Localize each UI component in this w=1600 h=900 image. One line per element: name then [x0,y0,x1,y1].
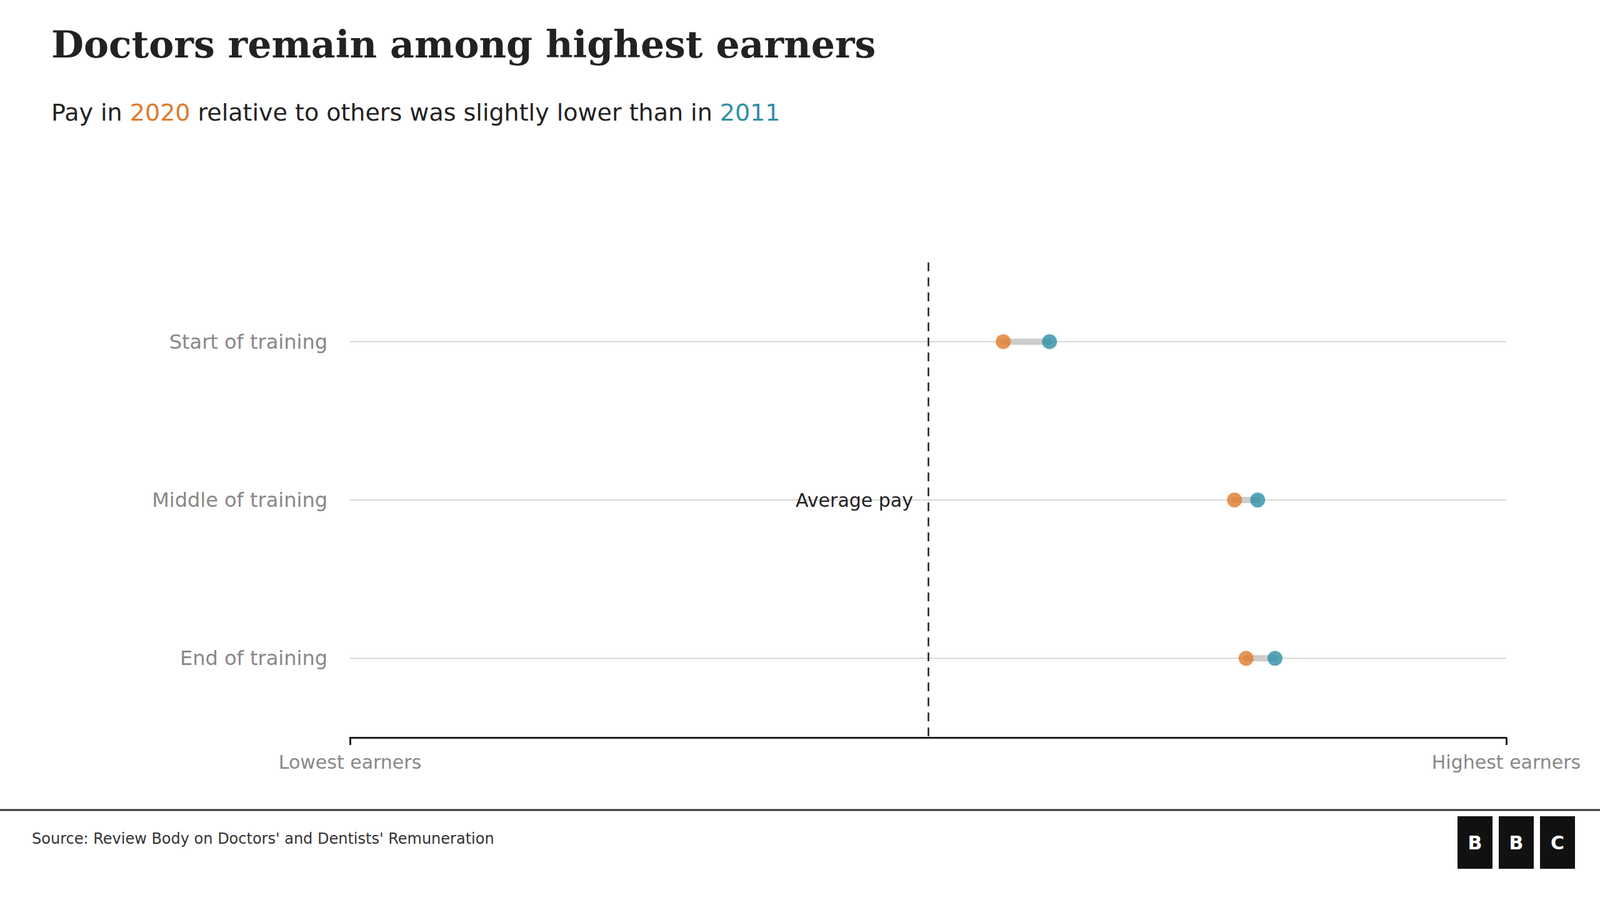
svg-text:B: B [1509,831,1524,854]
svg-text:C: C [1550,831,1565,854]
svg-text:2020: 2020 [130,98,191,127]
svg-text:Lowest earners: Lowest earners [278,751,422,774]
svg-text:End of training: End of training [180,646,328,670]
svg-text:Start of training: Start of training [169,330,328,354]
svg-text:Middle of training: Middle of training [151,488,328,512]
svg-text:Average pay: Average pay [795,489,914,512]
svg-text:Highest earners: Highest earners [1431,751,1581,774]
svg-text:Pay in: Pay in [51,98,130,127]
svg-text:Doctors remain among highest e: Doctors remain among highest earners [51,22,876,67]
svg-text:B: B [1468,831,1483,854]
svg-text:Source: Review Body on Doctors: Source: Review Body on Doctors' and Dent… [31,830,495,848]
svg-text:relative to others was slightl: relative to others was slightly lower th… [190,98,720,127]
svg-text:2011: 2011 [720,98,781,127]
